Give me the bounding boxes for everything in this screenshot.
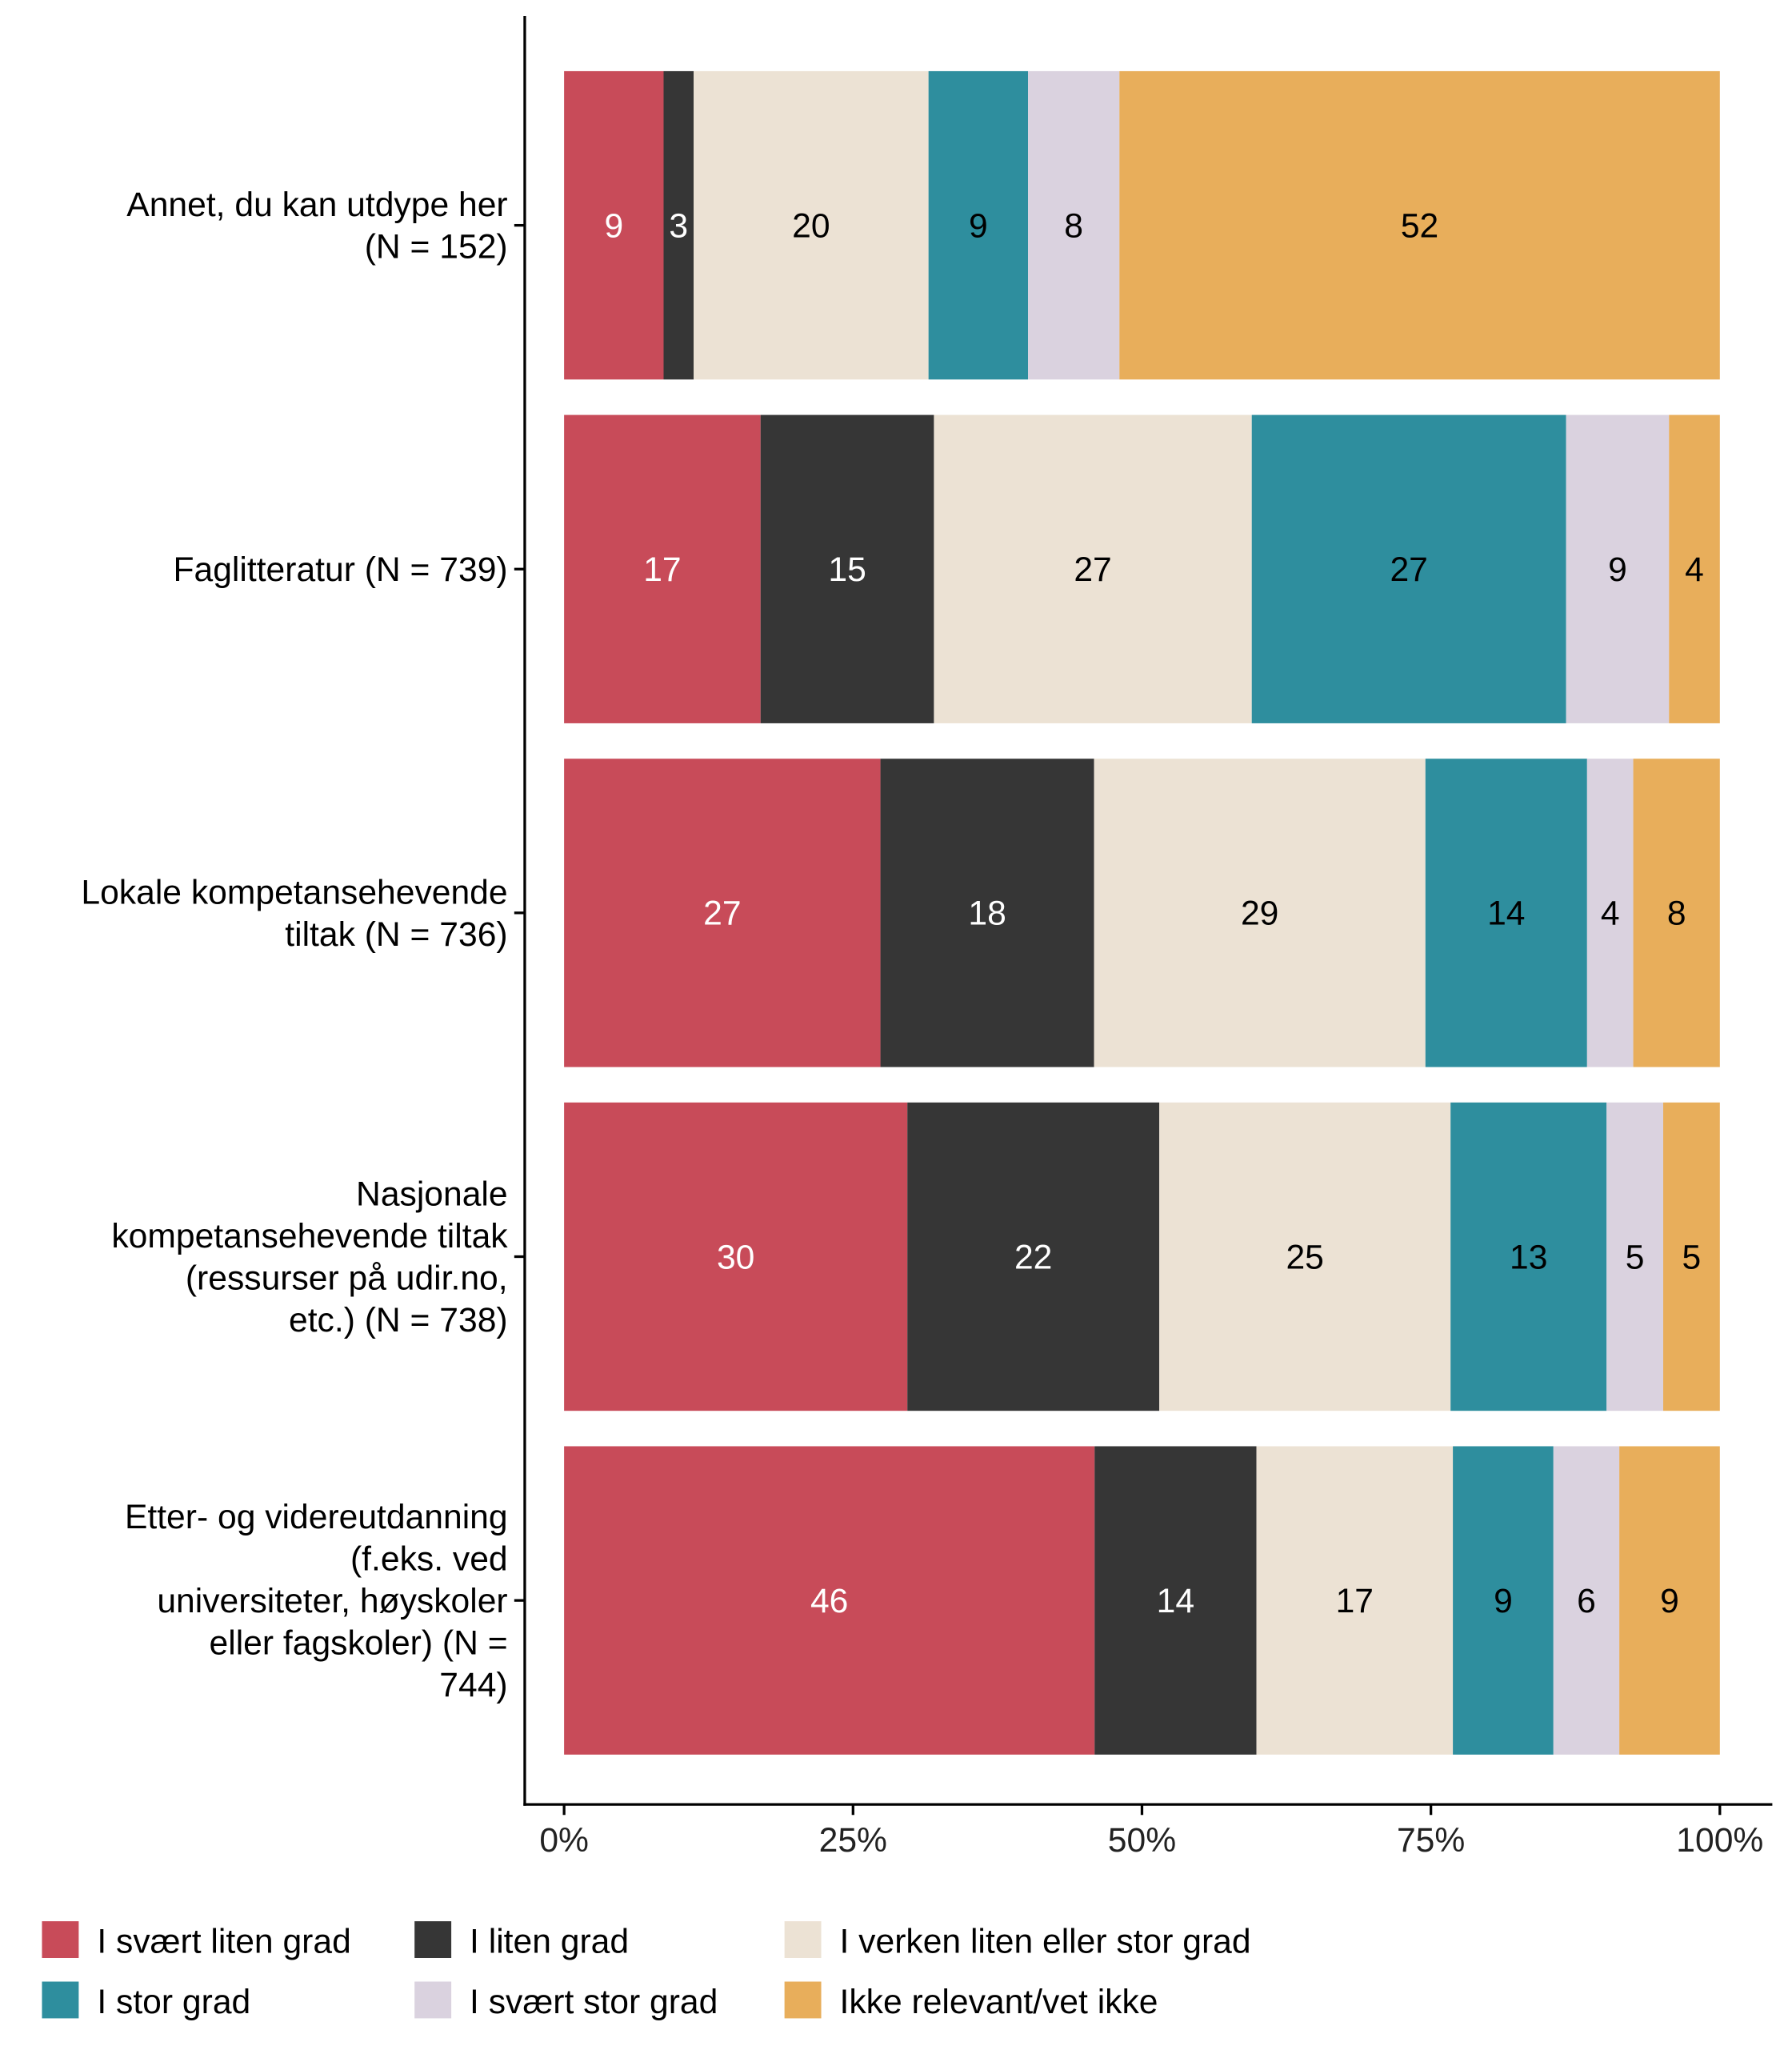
bar-segment — [760, 414, 934, 723]
data-label: 9 — [604, 206, 623, 245]
legend-swatch — [414, 1921, 452, 1958]
data-label: 22 — [1014, 1238, 1052, 1276]
bar-segment — [1586, 759, 1634, 1067]
data-label: 5 — [1682, 1238, 1702, 1276]
category-label: kompetansehevende tiltak — [111, 1217, 508, 1255]
bar-segment — [1028, 70, 1120, 380]
data-label: 29 — [1241, 895, 1278, 933]
data-label: 46 — [810, 1582, 848, 1620]
bar-segment — [564, 1102, 908, 1411]
data-label: 14 — [1157, 1582, 1194, 1620]
bar-segment — [663, 70, 694, 380]
bar-segment — [564, 1446, 1095, 1755]
bar-segment — [1669, 414, 1720, 723]
data-label: 25 — [1286, 1238, 1323, 1276]
bar-segment — [1450, 1102, 1607, 1411]
bar-segment — [1553, 1446, 1620, 1755]
data-label: 27 — [1390, 551, 1427, 589]
data-label: 20 — [792, 206, 830, 245]
bar-segment — [1094, 759, 1426, 1067]
legend-swatch — [784, 1981, 822, 2019]
data-label: 9 — [969, 206, 988, 245]
category-label: 744) — [439, 1666, 507, 1704]
data-label: 15 — [828, 551, 866, 589]
bar-segment — [1606, 1102, 1664, 1411]
data-label: 4 — [1601, 895, 1620, 933]
category-label: (N = 152) — [365, 228, 508, 266]
data-label: 52 — [1401, 206, 1438, 245]
data-label: 9 — [1608, 551, 1627, 589]
axes-layer — [514, 16, 1773, 1816]
legend-label: I verken liten eller stor grad — [839, 1922, 1250, 1960]
data-label: 17 — [643, 551, 681, 589]
category-label: Lokale kompetansehevende — [81, 873, 507, 911]
category-label: (ressurser på udir.no, — [186, 1259, 508, 1298]
x-tick-label: 25% — [819, 1821, 887, 1860]
data-label: 9 — [1660, 1582, 1679, 1620]
data-label: 27 — [703, 895, 741, 933]
bar-segment — [1159, 1102, 1451, 1411]
bar-segment — [1251, 414, 1566, 723]
legend-label: I svært liten grad — [97, 1922, 350, 1960]
bar-segment — [928, 70, 1029, 380]
legend-label: I liten grad — [470, 1922, 629, 1960]
bar-segment — [564, 70, 664, 380]
data-label: 9 — [1494, 1582, 1513, 1620]
bar-segment — [1119, 70, 1720, 380]
x-tick-label: 0% — [539, 1821, 589, 1860]
x-tick-label: 50% — [1108, 1821, 1176, 1860]
category-labels: Annet, du kan utdype her (N = 152) Faglitt… — [81, 186, 508, 1704]
category-label: etc.) (N = 738) — [289, 1301, 508, 1339]
legend-swatch — [42, 1981, 79, 2019]
data-label: 13 — [1510, 1238, 1547, 1276]
x-tick-labels: 0% 25% 50% 75% 100% — [539, 1821, 1763, 1860]
x-tick-label: 100% — [1676, 1821, 1763, 1860]
category-label: Annet, du kan utdype her — [126, 186, 507, 224]
legend-label: I stor grad — [97, 1983, 250, 2021]
category-label: Faglitteratur (N = 739) — [173, 551, 507, 589]
data-label: 17 — [1336, 1582, 1374, 1620]
legend-swatch — [42, 1921, 79, 1958]
bar-segment — [1453, 1446, 1554, 1755]
legend-label: Ikke relevant/vet ikke — [839, 1983, 1158, 2021]
bar-segment — [880, 759, 1094, 1067]
bar-segment — [907, 1102, 1160, 1411]
bar-segment — [934, 414, 1252, 723]
data-label: 6 — [1577, 1582, 1596, 1620]
category-label: (f.eks. ved — [350, 1539, 508, 1578]
bar-segment — [1663, 1102, 1720, 1411]
data-label: 3 — [669, 206, 688, 245]
bar-segment — [1633, 759, 1720, 1067]
data-label: 30 — [717, 1238, 754, 1276]
legend: I svært liten grad I liten grad I verken l… — [42, 1921, 1251, 2021]
legend-label: I svært stor grad — [470, 1983, 718, 2021]
category-label: Nasjonale — [356, 1175, 508, 1214]
x-tick-label: 75% — [1397, 1821, 1465, 1860]
bar-segment — [564, 414, 761, 723]
category-label: Etter- og videreutdanning — [125, 1498, 508, 1536]
category-label: universiteter, høyskoler — [157, 1582, 507, 1620]
legend-swatch — [784, 1921, 822, 1958]
bar-segment — [1094, 1446, 1257, 1755]
data-label: 8 — [1667, 895, 1686, 933]
bar-segment — [1256, 1446, 1454, 1755]
category-label: tiltak (N = 736) — [285, 915, 507, 954]
bar-segment — [1566, 414, 1670, 723]
data-label: 5 — [1626, 1238, 1645, 1276]
bar-segment — [1425, 759, 1587, 1067]
bar-segment — [564, 759, 881, 1067]
bar-segment — [1619, 1446, 1720, 1755]
data-label: 18 — [968, 895, 1006, 933]
legend-swatch — [414, 1981, 452, 2019]
data-label: 4 — [1685, 551, 1704, 589]
data-label: 14 — [1487, 895, 1525, 933]
bar-segment — [694, 70, 929, 380]
data-label: 8 — [1064, 206, 1083, 245]
bars-layer: 9 3 20 9 8 52 17 15 27 27 9 4 27 18 29 14 4 8 30 22 25 13 5 5 46… — [564, 70, 1720, 1755]
category-label: eller fagskoler) (N = — [210, 1624, 508, 1662]
data-label: 27 — [1074, 551, 1111, 589]
